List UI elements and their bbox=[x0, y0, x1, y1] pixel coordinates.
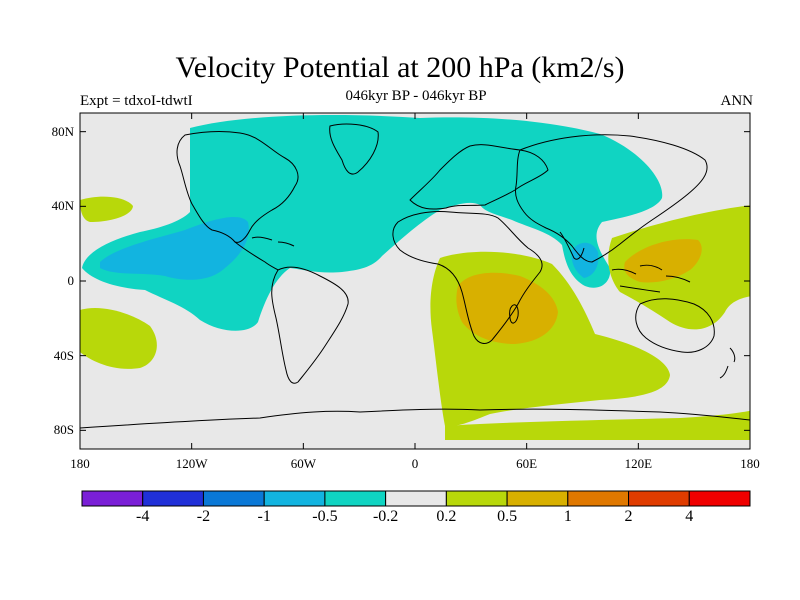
coastline-south-america bbox=[271, 266, 349, 384]
contour-fill-positive-south-pacific bbox=[80, 307, 157, 369]
colorbar-swatch bbox=[385, 490, 447, 507]
colorbar-swatch bbox=[142, 490, 204, 507]
colorbar-label: -2 bbox=[196, 508, 211, 525]
season-label: ANN bbox=[720, 93, 754, 109]
coastline-indonesia bbox=[611, 264, 691, 293]
colorbar-label: 0.5 bbox=[497, 508, 518, 525]
coastline-asia bbox=[515, 134, 708, 263]
contour-fill-negative-pacific bbox=[100, 216, 249, 280]
coastline-antarctica bbox=[80, 408, 750, 429]
y-tick-label: 80N bbox=[51, 123, 74, 139]
coastline-australia bbox=[635, 298, 715, 353]
colorbar-swatch bbox=[202, 490, 265, 507]
colorbar-swatch bbox=[688, 490, 751, 507]
colorbar-label: 2 bbox=[624, 508, 633, 525]
colorbar-swatch bbox=[628, 490, 690, 507]
x-tick-label: 120W bbox=[175, 456, 208, 471]
colorbar-swatch bbox=[263, 490, 326, 507]
coastline-india bbox=[559, 231, 585, 260]
x-tick-label: 120E bbox=[624, 456, 653, 471]
coastline-central-america bbox=[234, 241, 279, 271]
x-tick-label: 60W bbox=[290, 456, 316, 471]
colorbar-swatch bbox=[324, 490, 387, 507]
y-tick-label: 40S bbox=[53, 347, 74, 363]
x-tick-label: 60E bbox=[516, 456, 538, 471]
y-tick-label: 80S bbox=[53, 422, 74, 438]
colorbar-label: -0.5 bbox=[312, 508, 338, 525]
colorbar bbox=[81, 490, 751, 507]
coastline-madagascar bbox=[509, 304, 519, 324]
experiment-label: Expt = tdxoI-tdwtI bbox=[80, 93, 193, 109]
map-title: Velocity Potential at 200 hPa (km2/s) bbox=[175, 51, 625, 84]
coastline-greenland bbox=[329, 123, 379, 175]
x-tick-label: 180 bbox=[70, 456, 90, 471]
colorbar-swatch bbox=[445, 490, 508, 507]
coastline-caribbean bbox=[251, 236, 295, 247]
colorbar-swatch bbox=[506, 490, 569, 507]
colorbar-swatch bbox=[81, 490, 144, 507]
colorbar-label: 4 bbox=[685, 508, 694, 525]
x-tick-label: 180 bbox=[740, 456, 760, 471]
axis-ticks bbox=[79, 113, 751, 449]
coastline-north-america bbox=[176, 131, 299, 243]
x-tick-label: 0 bbox=[411, 456, 419, 471]
coastlines bbox=[80, 123, 750, 429]
contour-fill-positive-southern-band bbox=[445, 410, 750, 440]
coastline-africa bbox=[392, 211, 543, 344]
contour-fill-positive-north-atlantic bbox=[80, 196, 133, 222]
colorbar-swatch bbox=[567, 490, 630, 507]
colorbar-label: 0.2 bbox=[436, 508, 457, 525]
colorbar-label: -0.2 bbox=[372, 508, 399, 525]
coastline-europe bbox=[409, 144, 549, 210]
colorbar-label: -1 bbox=[257, 508, 271, 525]
y-tick-label: 40N bbox=[51, 198, 74, 214]
colorbar-label: 1 bbox=[563, 508, 572, 525]
coastline-new-zealand bbox=[719, 347, 736, 379]
contour-fill-positive-africa-core bbox=[456, 272, 558, 344]
contour-fill-positive-maritime-core bbox=[624, 239, 702, 283]
y-tick-label: 0 bbox=[67, 273, 75, 288]
contour-fill-positive-dateline-north bbox=[742, 261, 750, 280]
map-subtitle: 046kyr BP - 046kyr BP bbox=[345, 88, 487, 104]
colorbar-label: -4 bbox=[136, 508, 150, 525]
